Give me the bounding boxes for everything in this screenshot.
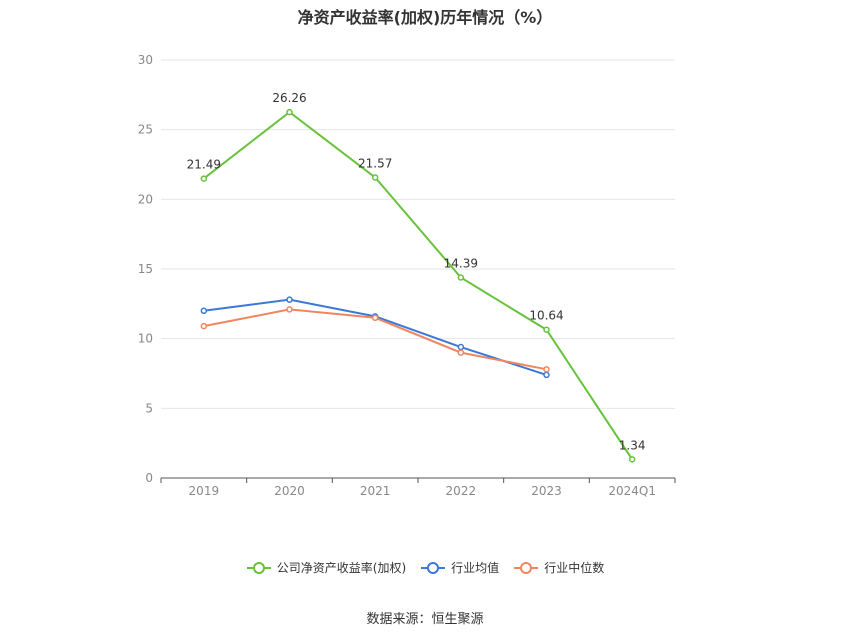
data-point bbox=[543, 366, 550, 373]
y-tick-label: 0 bbox=[145, 471, 153, 485]
source-note: 数据来源：恒生聚源 bbox=[366, 612, 484, 627]
series-line-0 bbox=[203, 110, 634, 460]
x-tick-label: 2022 bbox=[446, 484, 477, 498]
legend-item[interactable]: 公司净资产收益率(加权) bbox=[246, 559, 406, 576]
data-point bbox=[371, 174, 379, 181]
data-label: 21.57 bbox=[358, 156, 392, 170]
x-tick-label: 2023 bbox=[531, 484, 562, 498]
x-tick-label: 2019 bbox=[189, 484, 220, 498]
data-point bbox=[200, 322, 208, 330]
data-point bbox=[628, 456, 636, 463]
data-label: 10.64 bbox=[529, 309, 563, 323]
y-axis: 0 5 10 15 20 25 30 bbox=[138, 53, 153, 485]
y-tick-label: 30 bbox=[138, 53, 153, 67]
data-point bbox=[457, 343, 465, 351]
legend-marker-icon bbox=[514, 561, 539, 574]
data-point bbox=[543, 326, 550, 333]
y-tick-label: 15 bbox=[138, 262, 153, 276]
y-tick-label: 10 bbox=[138, 332, 153, 346]
data-point bbox=[286, 296, 293, 303]
data-labels: 21.49 26.26 21.57 14.39 10.64 1.34 bbox=[187, 91, 646, 452]
x-tick-label: 2020 bbox=[274, 484, 305, 498]
legend-label: 行业均值 bbox=[451, 561, 500, 575]
data-label: 1.34 bbox=[619, 438, 646, 452]
data-point bbox=[286, 306, 293, 313]
data-point bbox=[200, 175, 208, 182]
data-point bbox=[543, 371, 550, 379]
data-point bbox=[286, 108, 293, 116]
data-point bbox=[200, 307, 208, 315]
series-lines bbox=[200, 108, 636, 463]
data-point bbox=[457, 274, 465, 281]
legend-item[interactable]: 行业中位数 bbox=[513, 559, 604, 576]
x-tick-label: 2024Q1 bbox=[608, 484, 656, 498]
data-label: 21.49 bbox=[187, 158, 221, 172]
legend-item[interactable]: 行业均值 bbox=[420, 559, 499, 576]
chart-title: 净资产收益率(加权)历年情况（%） bbox=[297, 8, 553, 27]
y-tick-label: 5 bbox=[145, 401, 153, 415]
x-tick-label: 2021 bbox=[360, 484, 391, 498]
x-axis: 2019 2020 2021 2022 2023 2024Q1 bbox=[160, 477, 676, 498]
legend: 公司净资产收益率(加权) 行业均值 行业中位数 bbox=[0, 559, 850, 576]
data-label: 14.39 bbox=[444, 256, 478, 270]
legend-label: 公司净资产收益率(加权) bbox=[276, 561, 407, 575]
data-label: 26.26 bbox=[272, 91, 306, 105]
series-line-1 bbox=[203, 298, 547, 376]
y-tick-label: 25 bbox=[138, 123, 153, 137]
data-point bbox=[371, 314, 379, 322]
y-tick-label: 20 bbox=[138, 192, 153, 206]
legend-marker-icon bbox=[421, 561, 446, 574]
grid-lines bbox=[161, 59, 675, 409]
legend-label: 行业中位数 bbox=[544, 561, 605, 575]
data-point bbox=[457, 349, 465, 356]
legend-marker-icon bbox=[246, 561, 271, 574]
